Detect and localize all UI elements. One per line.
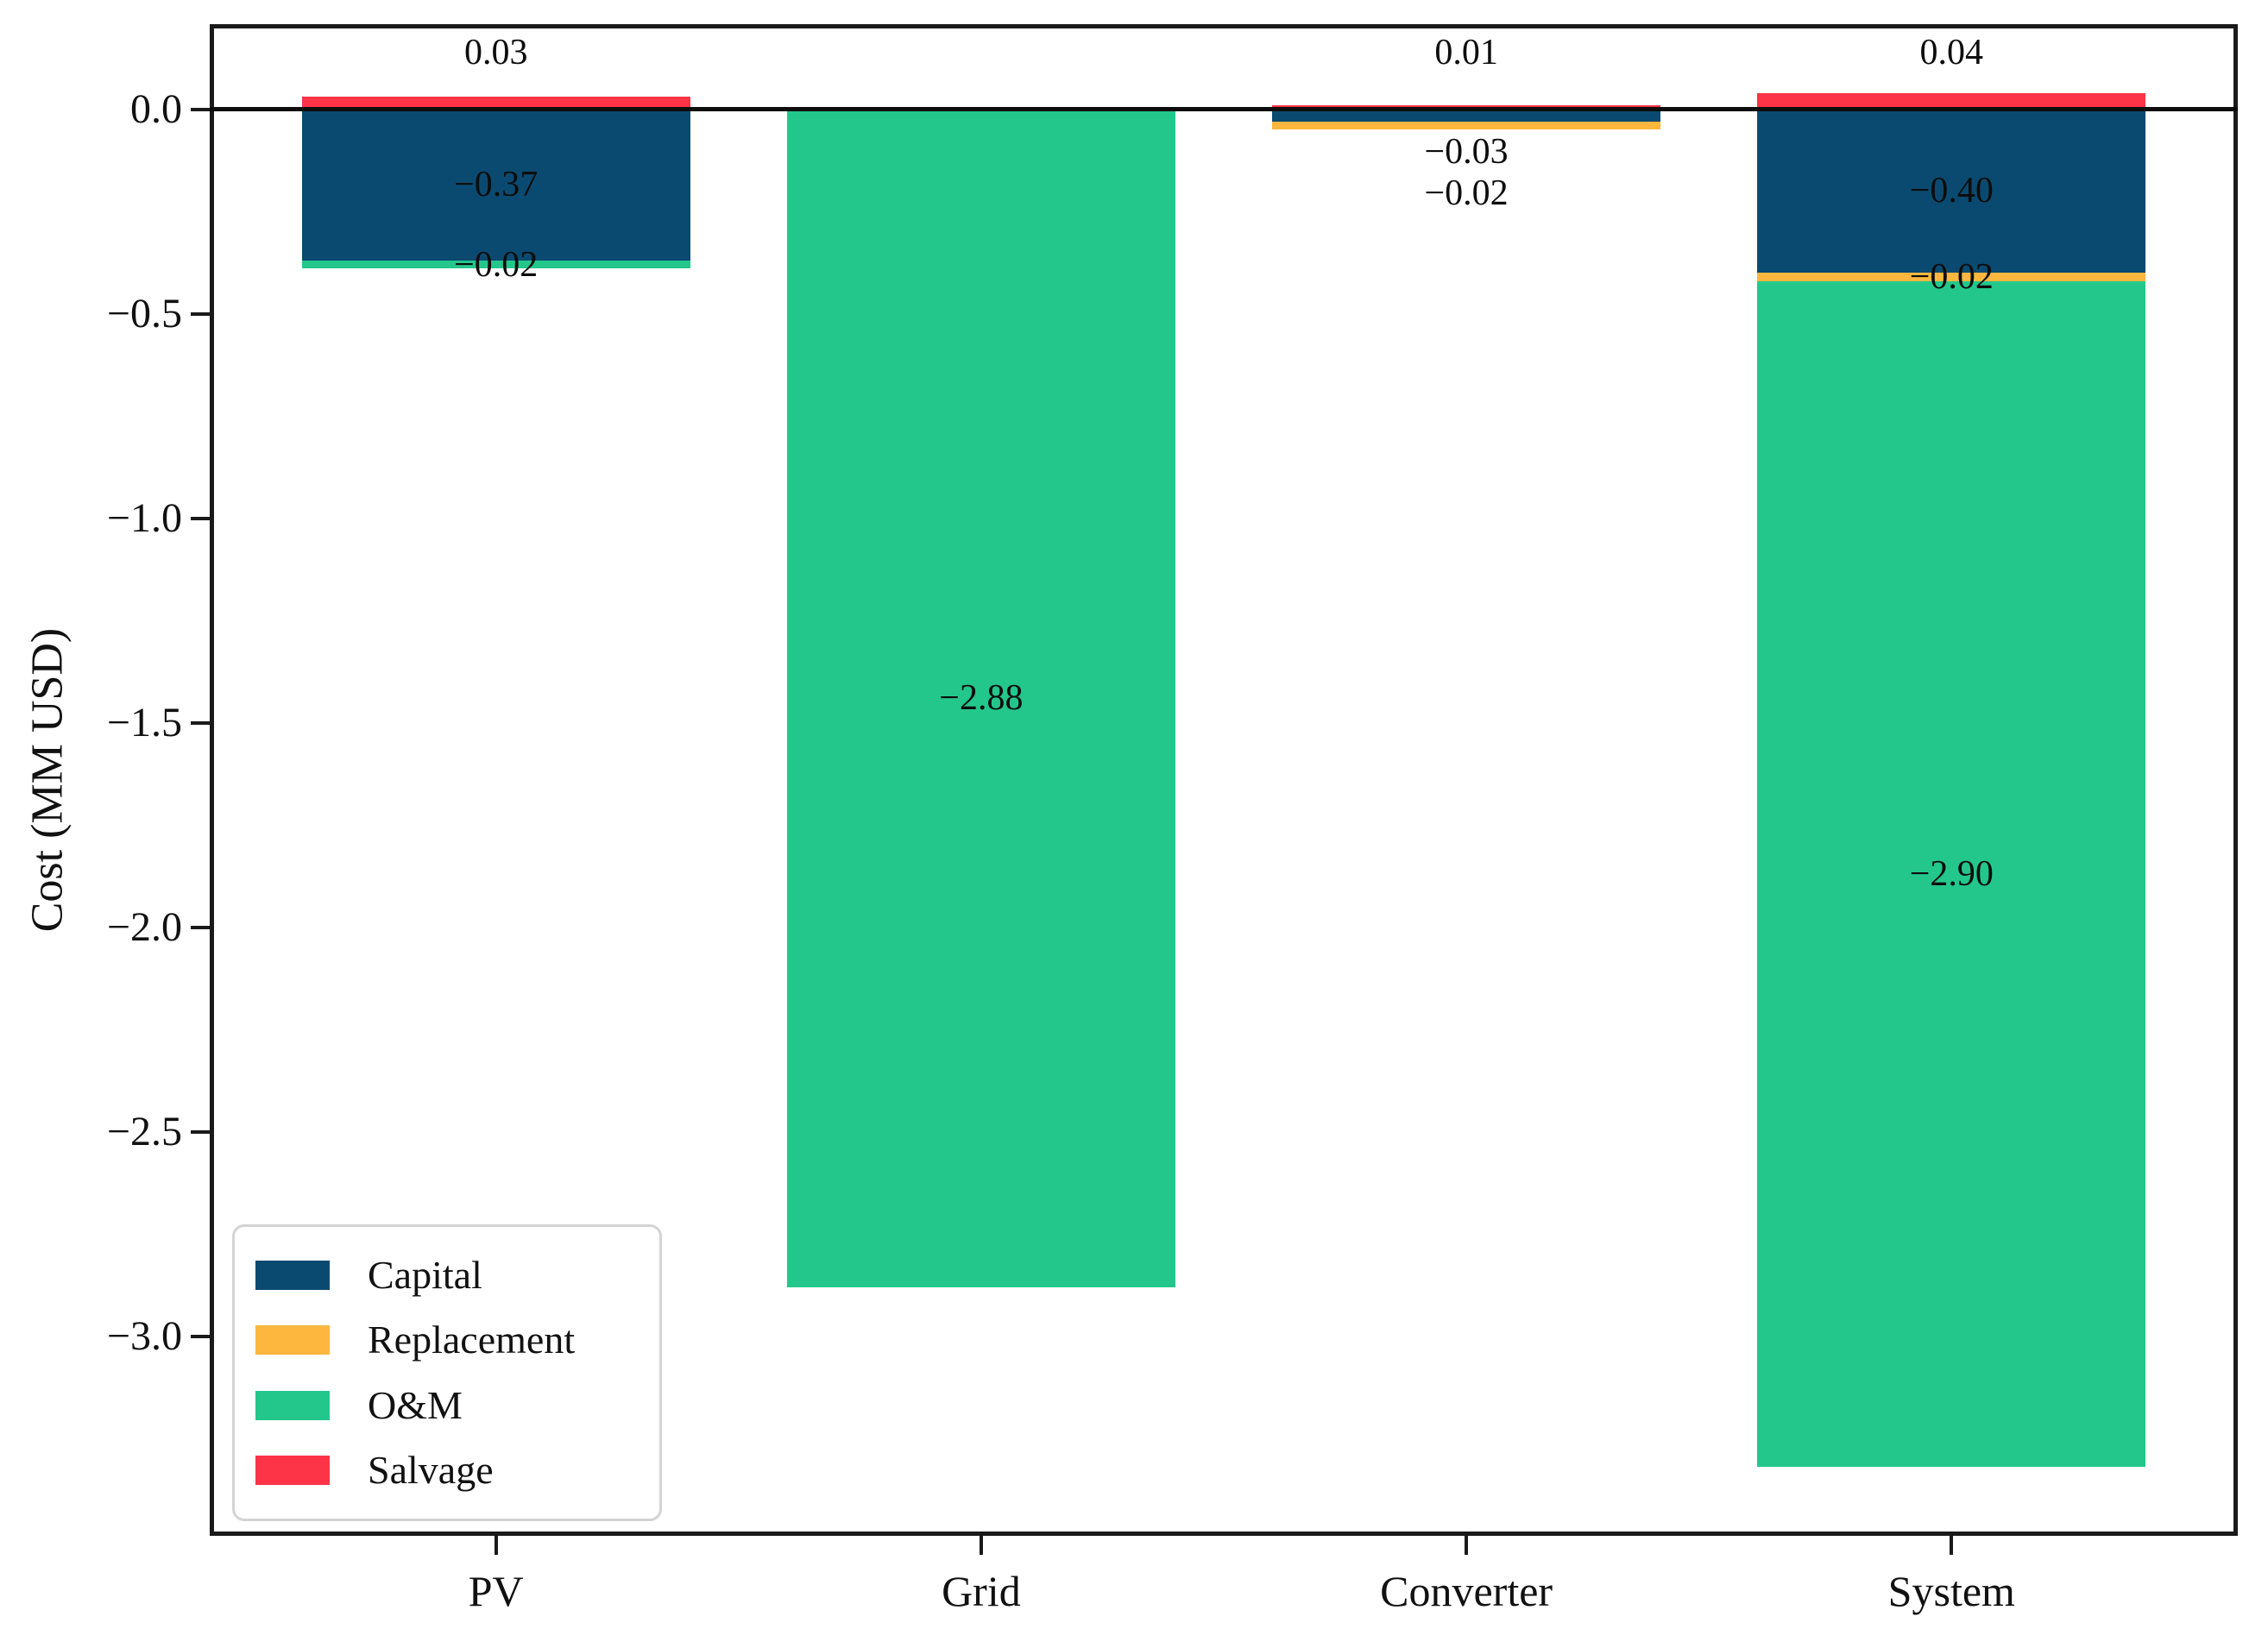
bar-segment-om-pv <box>301 260 690 269</box>
y-tick <box>191 107 210 111</box>
bar-segment-salvage-system <box>1757 92 2146 110</box>
y-tick <box>191 720 210 725</box>
y-tick-label: −2.0 <box>106 903 182 950</box>
bar-segment-salvage-pv <box>301 97 690 110</box>
x-tick <box>1950 1536 1954 1555</box>
plot-area <box>210 24 2238 1536</box>
bar-segment-capital-system <box>1757 109 2146 274</box>
x-tick <box>979 1536 983 1555</box>
legend-swatch-om-icon <box>255 1390 330 1420</box>
bar-value-label: −0.02 <box>1424 173 1509 214</box>
bar-segment-replacement-converter <box>1272 121 1660 130</box>
legend-label: Capital <box>368 1252 482 1297</box>
legend-item-capital: Capital <box>255 1253 639 1298</box>
y-tick-label: −1.5 <box>106 699 182 745</box>
y-tick-label: −2.5 <box>106 1108 182 1154</box>
x-tick-label-converter: Converter <box>1380 1567 1553 1615</box>
x-tick <box>1465 1536 1469 1555</box>
y-tick <box>191 925 210 929</box>
y-tick <box>191 1129 210 1134</box>
bar-segment-capital-converter <box>1272 109 1660 122</box>
x-tick-label-grid: Grid <box>942 1567 1021 1615</box>
y-axis-title: Cost (MM USD) <box>22 627 72 933</box>
legend-swatch-replacement-icon <box>255 1325 330 1356</box>
bar-value-label: −0.03 <box>1424 132 1509 173</box>
bar-value-label: −0.40 <box>1909 171 1994 211</box>
bar-value-label: −2.90 <box>1909 854 1994 895</box>
bar-value-label: 0.01 <box>1434 32 1498 72</box>
bar-segment-om-system <box>1757 280 2146 1468</box>
y-tick-label: −0.5 <box>106 290 182 337</box>
y-tick <box>191 311 210 316</box>
bar-value-label: −2.88 <box>939 678 1024 719</box>
x-tick-label-pv: PV <box>468 1567 524 1615</box>
bar-segment-replacement-system <box>1757 273 2146 281</box>
y-tick-label: −1.0 <box>106 494 182 541</box>
bar-value-label: −0.02 <box>1909 256 1994 297</box>
y-tick-label: 0.0 <box>130 85 182 132</box>
y-tick <box>191 1334 210 1338</box>
bar-value-label: −0.37 <box>454 165 539 205</box>
bar-value-label: 0.03 <box>463 32 528 72</box>
legend-label: O&M <box>368 1382 463 1427</box>
legend-item-salvage: Salvage <box>255 1448 639 1493</box>
legend-item-replacement: Replacement <box>255 1318 639 1362</box>
legend: Capital Replacement O&M Salvage <box>232 1224 662 1521</box>
x-tick-label-system: System <box>1887 1567 2015 1615</box>
legend-item-om: O&M <box>255 1383 639 1428</box>
legend-swatch-salvage-icon <box>255 1456 330 1486</box>
legend-label: Salvage <box>368 1448 494 1493</box>
bar-value-label: 0.04 <box>1919 32 1984 72</box>
legend-label: Replacement <box>368 1318 576 1362</box>
bar-value-label: −0.02 <box>454 244 539 285</box>
legend-swatch-capital-icon <box>255 1260 330 1290</box>
bar-segment-om-grid <box>787 109 1175 1287</box>
bar-segment-capital-pv <box>301 109 690 261</box>
x-tick <box>494 1536 498 1555</box>
y-tick-label: −3.0 <box>106 1312 182 1359</box>
y-tick <box>191 516 210 520</box>
zero-axis-line <box>210 107 2238 112</box>
